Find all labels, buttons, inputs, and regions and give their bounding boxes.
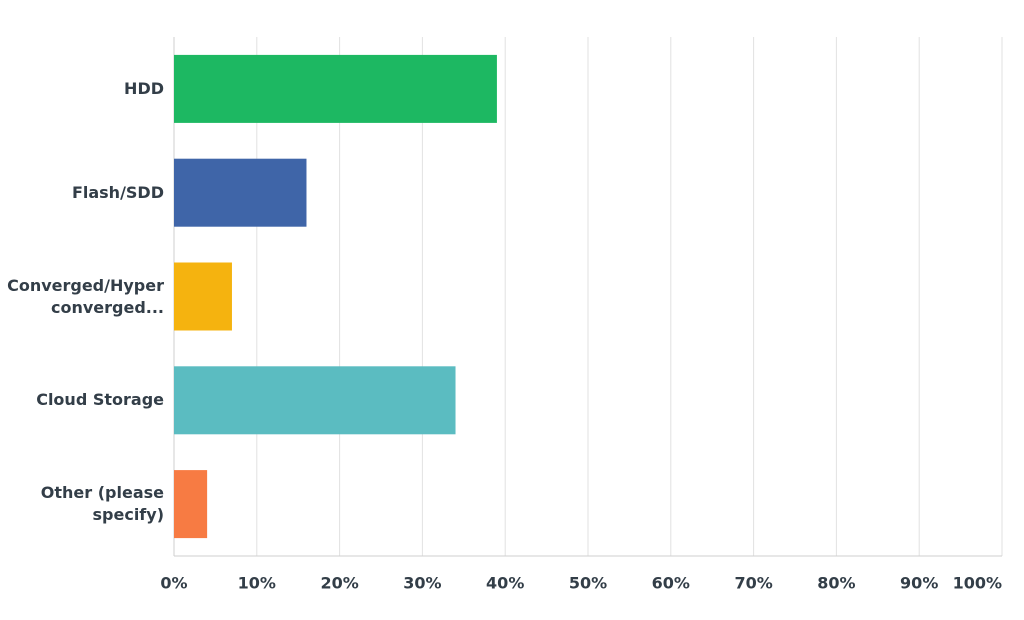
bar [174,54,497,123]
y-category-label: Flash/SDD [71,182,164,202]
x-tick-label: 30% [403,574,441,593]
bar [174,366,456,435]
bar [174,262,232,331]
x-tick-label: 0% [160,574,187,593]
x-tick-label: 40% [486,574,524,593]
x-tick-label: 50% [569,574,607,593]
y-category-label: Other (please specify) [40,483,164,525]
y-category-label: Converged/Hyper converged... [7,275,164,317]
bar [174,158,307,227]
x-tick-label: 90% [900,574,938,593]
x-tick-label: 100% [953,574,1002,593]
x-tick-label: 70% [734,574,772,593]
y-category-label: Cloud Storage [36,390,164,410]
x-tick-label: 20% [320,574,358,593]
bar [174,470,208,539]
x-tick-label: 60% [652,574,690,593]
y-category-label: HDD [124,78,164,98]
x-tick-label: 10% [238,574,276,593]
x-tick-label: 80% [817,574,855,593]
